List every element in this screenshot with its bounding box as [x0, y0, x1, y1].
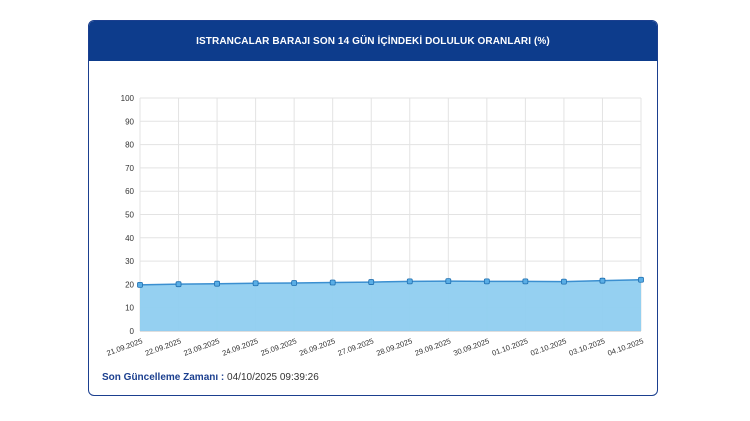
- x-tick-label: 04.10.2025: [606, 336, 644, 357]
- data-point: [137, 281, 143, 288]
- x-tick-label: 29.09.2025: [414, 336, 452, 357]
- data-point: [522, 278, 529, 285]
- chart-card: ISTRANCALAR BARAJI SON 14 GÜN İÇİNDEKİ D…: [88, 20, 658, 396]
- data-point: [638, 276, 644, 283]
- data-point: [329, 279, 336, 286]
- x-tick-label: 03.10.2025: [568, 336, 606, 357]
- data-point: [561, 278, 567, 285]
- x-tick-label: 02.10.2025: [529, 336, 567, 357]
- y-tick-label: 70: [125, 164, 134, 173]
- x-tick-label: 21.09.2025: [105, 336, 143, 357]
- x-tick-label: 22.09.2025: [144, 336, 182, 357]
- y-tick-label: 40: [125, 234, 134, 243]
- y-tick-label: 50: [125, 211, 134, 220]
- x-tick-label: 26.09.2025: [298, 336, 336, 357]
- x-tick-label: 28.09.2025: [375, 336, 413, 357]
- chart-header: ISTRANCALAR BARAJI SON 14 GÜN İÇİNDEKİ D…: [89, 21, 657, 61]
- y-tick-label: 0: [130, 327, 135, 336]
- data-point: [599, 277, 606, 284]
- last-update-label: Son Güncelleme Zamanı :: [102, 372, 225, 383]
- last-update: Son Güncelleme Zamanı : 04/10/2025 09:39…: [102, 372, 319, 383]
- x-tick-label: 30.09.2025: [452, 336, 490, 357]
- data-point: [214, 280, 220, 287]
- y-tick-label: 90: [125, 117, 134, 126]
- chart-area: 0 10 20 30 40 50 60 70 80 90 100 21.09.2025 22.09.20…: [89, 61, 657, 361]
- y-tick-label: 10: [125, 304, 134, 313]
- x-tick-label: 24.09.2025: [221, 336, 259, 357]
- x-tick-label: 01.10.2025: [491, 336, 529, 357]
- y-tick-label: 30: [125, 257, 134, 266]
- data-point: [483, 278, 490, 285]
- data-point: [368, 279, 375, 285]
- series-area: [140, 279, 641, 331]
- data-point: [406, 278, 413, 285]
- y-tick-label: 100: [121, 94, 135, 103]
- y-tick-label: 80: [125, 141, 134, 150]
- x-tick-label: 27.09.2025: [337, 336, 375, 357]
- data-point: [252, 280, 259, 287]
- data-point: [291, 280, 298, 286]
- last-update-value: 04/10/2025 09:39:26: [227, 372, 319, 383]
- data-point: [175, 281, 182, 288]
- area-chart: 0 10 20 30 40 50 60 70 80 90 100 21.09.2025 22.09.20…: [105, 94, 644, 358]
- chart-title: ISTRANCALAR BARAJI SON 14 GÜN İÇİNDEKİ D…: [196, 35, 550, 47]
- x-tick-label: 23.09.2025: [182, 336, 220, 357]
- y-tick-label: 60: [125, 187, 134, 196]
- series-line: [139, 278, 642, 286]
- data-point: [445, 278, 452, 285]
- y-tick-label: 20: [125, 280, 134, 289]
- x-tick-label: 25.09.2025: [259, 336, 297, 357]
